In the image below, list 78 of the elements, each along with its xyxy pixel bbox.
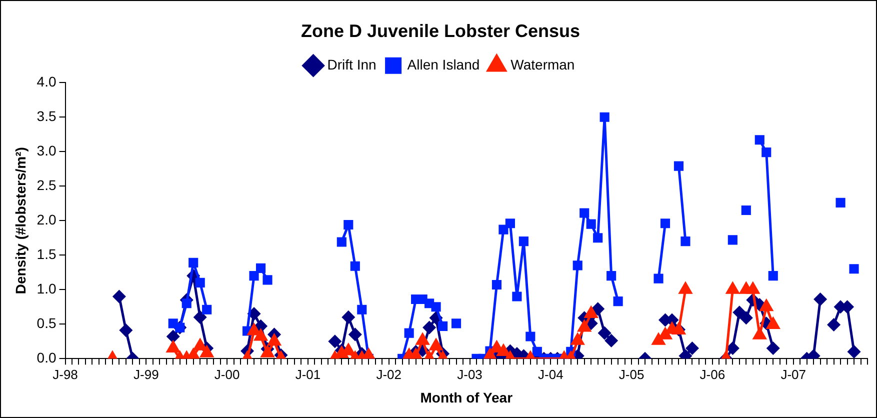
point (344, 220, 354, 230)
x-tick-label: J-06 (700, 366, 726, 382)
point (606, 271, 616, 281)
x-tick-label: J-02 (376, 366, 402, 382)
point (593, 233, 603, 243)
x-tick-label: J-03 (457, 366, 482, 382)
point (182, 298, 192, 308)
point (613, 296, 623, 306)
point (404, 328, 414, 338)
y-tick-label: 0.0 (36, 349, 56, 366)
point (580, 208, 590, 218)
legend-label: Drift Inn (327, 56, 376, 72)
point (416, 333, 430, 345)
point (654, 274, 664, 284)
y-tick-label: 3.5 (36, 108, 56, 124)
point (256, 263, 266, 273)
y-tick-label: 3.0 (36, 142, 56, 158)
point (166, 341, 180, 352)
x-tick-label: J-07 (780, 366, 806, 382)
y-tick-label: 4.0 (36, 73, 56, 90)
point (438, 321, 448, 331)
point (451, 318, 462, 328)
y-axis-title: Density (#lobsters/m²) (12, 147, 28, 294)
point (357, 304, 367, 314)
y-tick-label: 0.5 (36, 314, 56, 331)
point (261, 346, 274, 358)
x-tick-label: J-98 (52, 366, 78, 382)
chart-title: Zone D Juvenile Lobster Census (300, 20, 580, 41)
point (753, 328, 766, 340)
point (754, 135, 764, 145)
point (512, 292, 522, 302)
point (498, 224, 508, 234)
point (674, 161, 684, 171)
point (532, 346, 542, 356)
y-tick-label: 2.5 (36, 176, 56, 193)
y-tick-label: 1.0 (36, 280, 56, 296)
point (600, 112, 610, 122)
y-tick-label: 2.0 (36, 211, 56, 228)
point (762, 148, 772, 158)
x-tick-label: J-01 (295, 366, 321, 382)
x-tick-label: J-05 (618, 366, 644, 382)
point (518, 236, 528, 246)
point (188, 258, 198, 268)
point (505, 218, 515, 228)
point (572, 260, 582, 270)
point (350, 261, 360, 271)
point (202, 304, 212, 314)
point (200, 346, 214, 358)
point (571, 333, 584, 345)
x-tick-label: J-04 (538, 366, 564, 382)
point (497, 344, 510, 356)
point (680, 236, 690, 246)
legend-label: Waterman (510, 56, 575, 72)
legend-label: Allen Island (407, 56, 480, 72)
point (836, 198, 846, 208)
point (249, 271, 259, 281)
point (726, 282, 740, 294)
point (194, 338, 207, 350)
point (728, 235, 738, 245)
point (336, 237, 346, 247)
point (746, 282, 760, 294)
point (262, 275, 272, 285)
point (431, 302, 441, 312)
point (660, 218, 670, 228)
point (679, 282, 692, 294)
x-tick-label: J-00 (214, 366, 240, 382)
point (430, 338, 442, 350)
point (186, 348, 200, 359)
point (586, 219, 596, 229)
x-tick-label: J-99 (134, 366, 159, 382)
x-axis-title: Month of Year (420, 389, 514, 406)
point (492, 280, 502, 290)
point (768, 271, 778, 281)
point (362, 348, 376, 359)
point (526, 332, 536, 342)
y-tick-label: 1.5 (36, 246, 56, 262)
point (741, 205, 751, 216)
point (849, 264, 859, 274)
